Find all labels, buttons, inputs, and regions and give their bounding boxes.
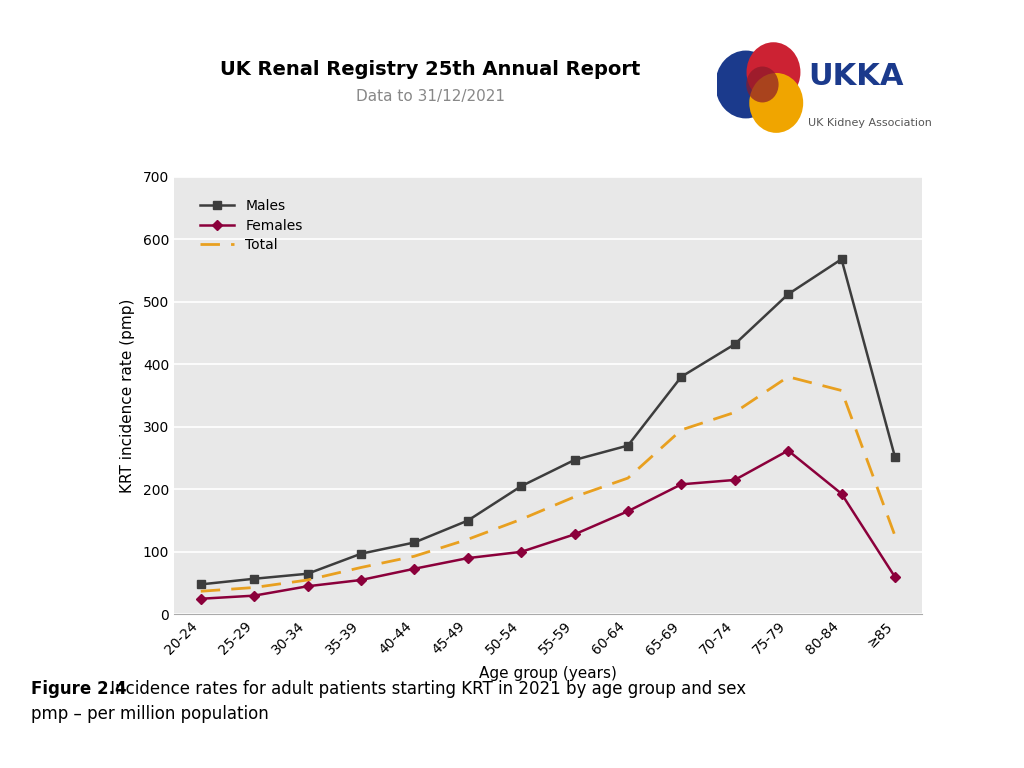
Females — [728, 475, 740, 485]
Males — [836, 254, 848, 263]
Total — [782, 372, 795, 382]
Text: Data to 31/12/2021: Data to 31/12/2021 — [355, 88, 505, 104]
Females — [782, 446, 795, 455]
Legend: Males, Females, Total: Males, Females, Total — [188, 188, 314, 263]
X-axis label: Age group (years): Age group (years) — [479, 666, 616, 681]
Males — [782, 290, 795, 299]
Circle shape — [746, 42, 801, 102]
Males — [248, 574, 260, 584]
Males — [462, 516, 474, 525]
Females — [248, 591, 260, 601]
Line: Females: Females — [197, 447, 899, 603]
Females — [675, 480, 687, 489]
Males — [409, 538, 421, 547]
Total — [836, 386, 848, 395]
Circle shape — [750, 73, 803, 133]
Circle shape — [746, 67, 778, 102]
Females — [301, 581, 313, 591]
Text: UK Renal Registry 25th Annual Report: UK Renal Registry 25th Annual Report — [220, 60, 640, 78]
Text: Incidence rates for adult patients starting KRT in 2021 by age group and sex: Incidence rates for adult patients start… — [105, 680, 746, 697]
Females — [355, 575, 368, 584]
Circle shape — [716, 51, 776, 118]
Males — [195, 580, 207, 589]
Line: Total: Total — [201, 377, 895, 591]
Text: UK Kidney Association: UK Kidney Association — [808, 118, 932, 128]
Females — [568, 530, 581, 539]
Females — [462, 554, 474, 563]
Males — [675, 372, 687, 382]
Females — [889, 572, 901, 581]
Males — [889, 452, 901, 462]
Total — [728, 408, 740, 417]
Females — [409, 564, 421, 574]
Text: UKKA: UKKA — [808, 62, 903, 91]
Line: Males: Males — [197, 256, 899, 588]
Males — [728, 339, 740, 349]
Total — [195, 587, 207, 596]
Total — [301, 575, 313, 584]
Total — [248, 583, 260, 592]
Total — [462, 535, 474, 544]
Total — [889, 531, 901, 540]
Males — [301, 569, 313, 578]
Females — [836, 489, 848, 498]
Females — [195, 594, 207, 604]
Total — [568, 492, 581, 502]
Total — [622, 473, 634, 482]
Females — [515, 548, 527, 557]
Males — [515, 482, 527, 491]
Total — [355, 563, 368, 572]
Total — [675, 425, 687, 435]
Text: Figure 2.4: Figure 2.4 — [31, 680, 126, 697]
Text: pmp – per million population: pmp – per million population — [31, 705, 268, 723]
Females — [622, 507, 634, 516]
Total — [515, 515, 527, 524]
Total — [409, 551, 421, 561]
Males — [622, 441, 634, 450]
Males — [568, 455, 581, 465]
Males — [355, 549, 368, 558]
Y-axis label: KRT incidence rate (pmp): KRT incidence rate (pmp) — [120, 298, 134, 493]
